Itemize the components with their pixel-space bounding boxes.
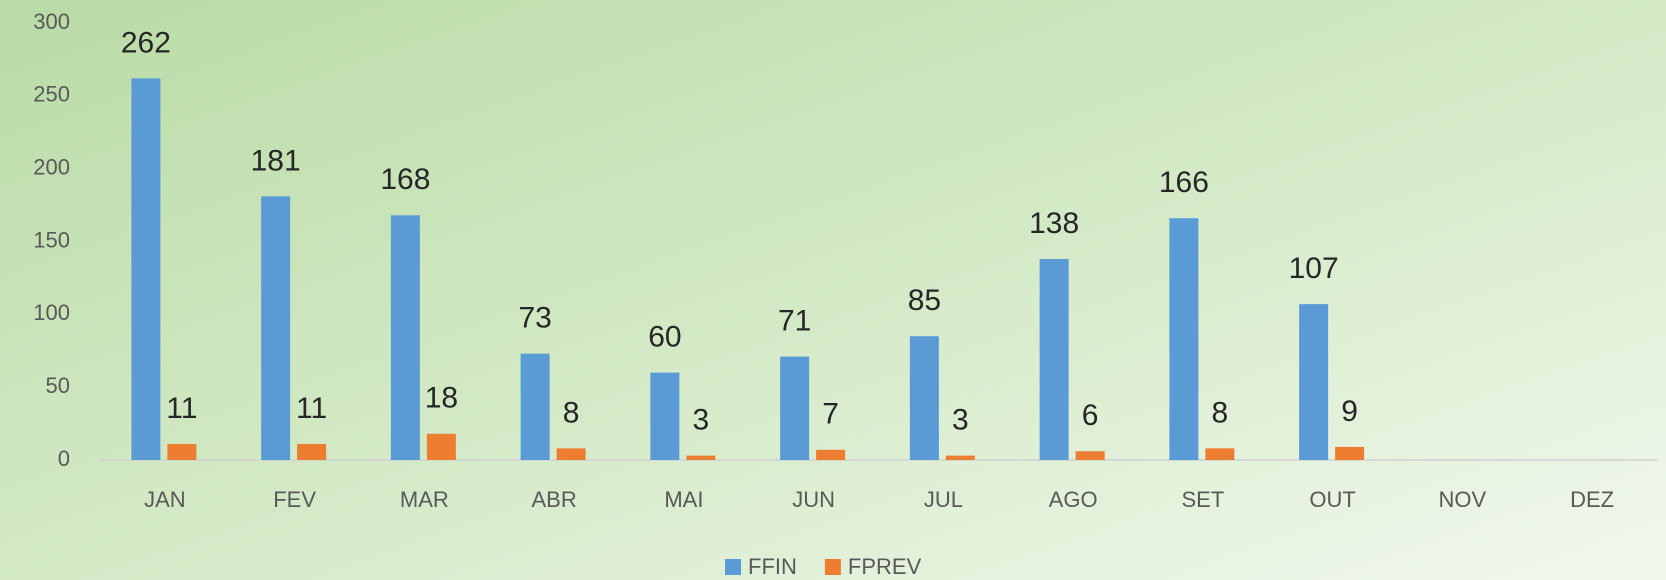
bar bbox=[390, 215, 420, 460]
x-tick-label: JUN bbox=[792, 487, 835, 512]
bar bbox=[650, 372, 680, 460]
value-label: 85 bbox=[908, 284, 941, 317]
y-tick-label: 50 bbox=[46, 373, 70, 398]
x-tick-label: MAI bbox=[664, 487, 703, 512]
value-label: 6 bbox=[1082, 399, 1099, 432]
x-tick-label: ABR bbox=[532, 487, 577, 512]
value-label: 7 bbox=[822, 398, 839, 431]
x-tick-label: SET bbox=[1181, 487, 1224, 512]
bar bbox=[1039, 258, 1069, 460]
value-label: 11 bbox=[166, 392, 197, 425]
value-label: 3 bbox=[693, 404, 710, 437]
bar bbox=[945, 455, 975, 460]
x-tick-label: MAR bbox=[400, 487, 449, 512]
value-label: 3 bbox=[952, 404, 969, 437]
bar bbox=[1205, 448, 1235, 460]
value-label: 60 bbox=[648, 321, 681, 354]
x-tick-label: NOV bbox=[1439, 487, 1487, 512]
value-label: 107 bbox=[1289, 252, 1339, 285]
legend-swatch bbox=[725, 559, 741, 575]
legend-swatch bbox=[824, 559, 841, 575]
value-label: 8 bbox=[1212, 396, 1229, 429]
value-label: 9 bbox=[1341, 395, 1358, 428]
x-tick-label: JAN bbox=[144, 487, 186, 512]
x-tick-label: FEV bbox=[273, 487, 316, 512]
y-tick-label: 200 bbox=[33, 154, 70, 179]
value-label: 8 bbox=[563, 396, 580, 429]
bar bbox=[167, 443, 197, 460]
y-tick-label: 100 bbox=[33, 300, 70, 325]
bar bbox=[131, 78, 161, 460]
bar bbox=[780, 356, 810, 460]
bar bbox=[556, 448, 586, 460]
bar bbox=[1169, 218, 1199, 460]
value-label: 262 bbox=[121, 26, 171, 59]
bar bbox=[297, 443, 327, 460]
value-label: 168 bbox=[380, 163, 430, 196]
y-tick-label: 300 bbox=[33, 9, 70, 34]
bar bbox=[1075, 451, 1105, 460]
value-label: 73 bbox=[518, 302, 551, 335]
y-tick-label: 150 bbox=[33, 227, 70, 252]
bar bbox=[816, 449, 846, 460]
y-tick-label: 0 bbox=[58, 446, 70, 471]
x-tick-label: OUT bbox=[1309, 487, 1355, 512]
bar bbox=[520, 353, 550, 460]
bar bbox=[1299, 304, 1329, 460]
x-tick-label: AGO bbox=[1049, 487, 1098, 512]
legend-label: FPREV bbox=[848, 554, 922, 579]
y-tick-label: 250 bbox=[33, 82, 70, 107]
bar bbox=[261, 196, 291, 461]
value-label: 71 bbox=[778, 304, 811, 337]
bar bbox=[1335, 446, 1365, 460]
x-tick-label: DEZ bbox=[1570, 487, 1614, 512]
bar bbox=[686, 455, 716, 460]
bar bbox=[426, 433, 456, 460]
value-label: 18 bbox=[425, 382, 458, 415]
bar bbox=[909, 336, 939, 460]
value-label: 181 bbox=[251, 144, 301, 177]
value-label: 138 bbox=[1029, 207, 1079, 240]
value-label: 166 bbox=[1159, 166, 1209, 199]
value-label: 11 bbox=[296, 392, 327, 425]
x-tick-label: JUL bbox=[924, 487, 963, 512]
legend-label: FFIN bbox=[748, 554, 797, 579]
